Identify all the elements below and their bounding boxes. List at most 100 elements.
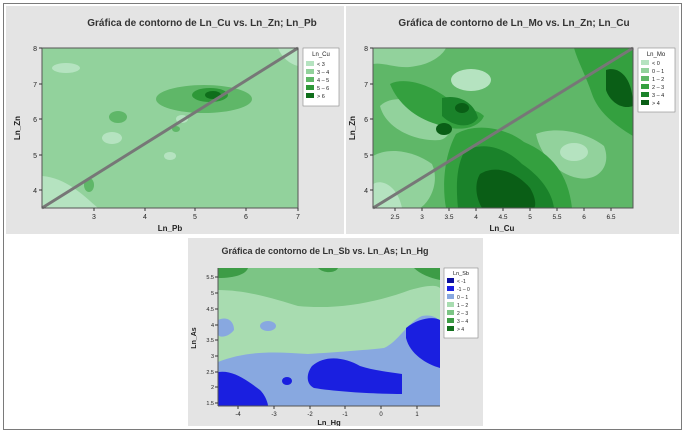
- x-tick-label: 3: [420, 214, 424, 221]
- legend-swatch: [641, 76, 649, 81]
- y-tick-label: 5: [211, 291, 214, 297]
- plot-area: [217, 268, 440, 407]
- level-gt4-region: [606, 69, 633, 108]
- legend-swatch: [306, 69, 314, 74]
- x-axis: 2.5 3 3.5 4 4.5 5 5.5 6 6.5 Ln_Cu: [390, 208, 616, 233]
- legend-item: -1 – 0: [457, 287, 470, 293]
- level-2-3-region: [574, 48, 633, 136]
- y-axis-label: Ln_As: [191, 327, 198, 349]
- chart-title: Gráfica de contorno de Ln_Mo vs. Ln_Zn; …: [398, 18, 629, 29]
- y-tick-label: 3.5: [206, 338, 214, 344]
- level-neg1-0-region: [282, 377, 292, 385]
- legend-item: 2 – 3: [652, 85, 664, 91]
- plot-border: [41, 47, 299, 209]
- x-tick-label: 6.5: [606, 214, 615, 221]
- legend: Ln_Sb < -1 -1 – 0 0 – 1 1 – 2 2 – 3 3 – …: [443, 267, 479, 339]
- legend-swatch: [641, 92, 649, 97]
- legend-swatch: [306, 77, 314, 82]
- x-tick-label: 4: [143, 214, 147, 221]
- legend-title: Ln_Cu: [312, 52, 330, 58]
- contour-panel-mo: Gráfica de contorno de Ln_Mo vs. Ln_Zn; …: [346, 6, 679, 234]
- level-lt0-region: [373, 182, 402, 208]
- level-neg1-0-region: [406, 318, 440, 368]
- level-neg1-0-region: [307, 358, 402, 394]
- level-0-1-region: [373, 48, 446, 68]
- legend-swatch: [447, 326, 454, 331]
- level-4-5-region: [109, 111, 127, 123]
- x-tick-label: -4: [235, 412, 241, 418]
- legend-item: > 6: [317, 94, 325, 100]
- legend-swatch: [306, 85, 314, 90]
- y-axis: 1.5 2 2.5 3 3.5 4 4.5 5 5.5 Ln_As: [191, 275, 218, 407]
- contour-panel-sb: Gráfica de contorno de Ln_Sb vs. Ln_As; …: [188, 238, 483, 426]
- y-tick-label: 8: [364, 46, 368, 53]
- x-tick-label: 5: [528, 214, 532, 221]
- legend-item: < 0: [652, 61, 660, 67]
- level-neg1-0-region: [218, 371, 268, 406]
- x-tick-label: 6: [244, 214, 248, 221]
- y-tick-label: 7: [364, 82, 368, 89]
- level-lt0-region: [560, 143, 588, 161]
- x-tick-label: -3: [271, 412, 277, 418]
- chart-title: Gráfica de contorno de Ln_Sb vs. Ln_As; …: [221, 246, 428, 256]
- level-3-4-region: [218, 268, 248, 278]
- level-lt3-region: [102, 132, 122, 144]
- legend-title: Ln_Mo: [647, 52, 666, 58]
- y-tick-label: 7: [33, 82, 37, 89]
- y-axis: 4 5 6 7 8 Ln_Zn: [13, 46, 42, 195]
- x-tick-label: 7: [296, 214, 300, 221]
- x-tick-label: -1: [342, 412, 348, 418]
- legend-swatch: [641, 100, 649, 105]
- x-axis: 3 4 5 6 7 Ln_Pb: [92, 208, 300, 233]
- y-tick-label: 6: [364, 117, 368, 124]
- reference-line: [41, 46, 299, 210]
- legend-item: < 3: [317, 62, 325, 68]
- legend-swatch: [306, 61, 314, 66]
- y-tick-label: 4: [33, 188, 37, 195]
- legend-swatch: [641, 84, 649, 89]
- reference-line: [372, 46, 634, 210]
- y-axis-label: Ln_Zn: [348, 116, 357, 140]
- legend-item: 4 – 5: [317, 78, 329, 84]
- x-tick-label: 3.5: [444, 214, 453, 221]
- legend-item: > 4: [652, 101, 660, 107]
- level-2-3-region: [218, 268, 440, 308]
- legend-item: 3 – 4: [457, 319, 468, 325]
- level-gt4-region: [436, 123, 452, 135]
- x-axis-label: Ln_Pb: [158, 224, 183, 233]
- legend-item: 5 – 6: [317, 86, 329, 92]
- legend-title: Ln_Sb: [453, 271, 469, 277]
- contour-chart-mo: Gráfica de contorno de Ln_Mo vs. Ln_Zn; …: [348, 18, 676, 233]
- x-tick-label: 0: [379, 412, 383, 418]
- legend: Ln_Cu < 3 3 – 4 4 – 5 5 – 6 > 6: [302, 47, 340, 107]
- y-tick-label: 4: [364, 188, 368, 195]
- y-tick-label: 1.5: [206, 401, 214, 407]
- legend-item: 0 – 1: [652, 69, 664, 75]
- x-tick-label: -2: [307, 412, 313, 418]
- level-3-4-region: [318, 268, 338, 273]
- x-tick-label: 6: [582, 214, 586, 221]
- y-tick-label: 3: [211, 354, 214, 360]
- level-lt3-region: [164, 152, 176, 160]
- legend: Ln_Mo < 0 0 – 1 1 – 2 2 – 3 3 – 4 > 4: [637, 47, 676, 113]
- y-tick-label: 5.5: [206, 275, 214, 281]
- y-axis: 4 5 6 7 8 Ln_Zn: [348, 46, 373, 195]
- legend-swatch: [641, 68, 649, 73]
- legend-swatch: [306, 93, 314, 98]
- level-0-1-region: [218, 318, 234, 337]
- legend-item: 0 – 1: [457, 295, 468, 301]
- level-lt0-region: [451, 69, 491, 91]
- x-tick-label: 3: [92, 214, 96, 221]
- y-tick-label: 2: [211, 385, 214, 391]
- legend-swatch: [447, 318, 454, 323]
- contour-panel-cu: Gráfica de contorno de Ln_Cu vs. Ln_Zn; …: [6, 6, 344, 234]
- legend-item: 3 – 4: [652, 93, 664, 99]
- y-axis-label: Ln_Zn: [13, 116, 22, 140]
- y-tick-label: 6: [33, 117, 37, 124]
- y-tick-label: 4.5: [206, 307, 214, 313]
- legend-swatch: [447, 302, 454, 307]
- y-tick-label: 5: [33, 153, 37, 160]
- level-gt4-region: [476, 169, 536, 208]
- level-4-5-region: [172, 126, 180, 132]
- y-tick-label: 8: [33, 46, 37, 53]
